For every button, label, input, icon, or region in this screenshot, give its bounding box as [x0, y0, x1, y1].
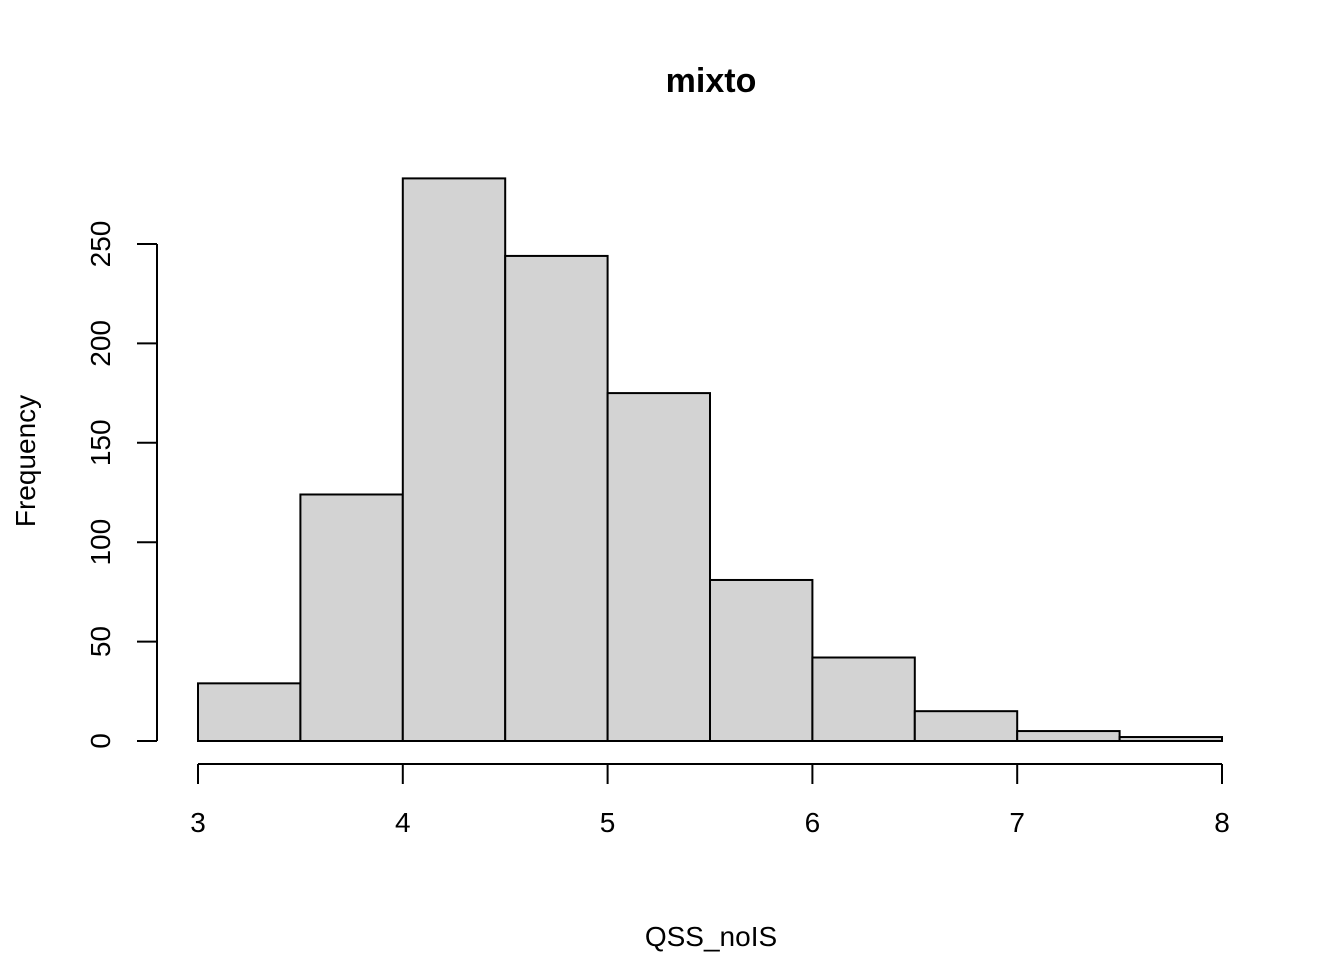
histogram-bar-3: [401, 177, 507, 742]
y-axis-label: Frequency: [10, 395, 41, 527]
x-tick-label: 4: [395, 807, 411, 838]
histogram-bar-10: [1118, 736, 1223, 742]
histogram-bar-2: [299, 493, 404, 742]
bars-group: [197, 177, 1223, 743]
y-tick-label: 100: [85, 519, 116, 566]
x-tick-label: 3: [190, 807, 206, 838]
y-tick-label: 50: [85, 626, 116, 657]
histogram-bar-7: [811, 656, 916, 743]
x-axis-label: QSS_noIS: [645, 921, 777, 952]
histogram-bar-4: [504, 254, 609, 742]
x-tick-label: 5: [600, 807, 616, 838]
chart-title: mixto: [666, 62, 757, 100]
histogram-bar-1: [197, 682, 302, 743]
x-tick-label: 7: [1009, 807, 1025, 838]
y-tick-label: 0: [85, 733, 116, 749]
y-tick-label: 150: [85, 419, 116, 466]
histogram-bar-5: [606, 392, 711, 742]
histogram-bar-8: [913, 710, 1019, 742]
x-tick-label: 6: [805, 807, 821, 838]
x-axis: 3 4 5 6 7 8: [190, 763, 1230, 838]
y-tick-label: 200: [85, 320, 116, 367]
histogram-bar-6: [709, 578, 814, 742]
y-tick-label: 250: [85, 221, 116, 268]
histogram-bar-9: [1016, 730, 1121, 742]
y-axis: 0 50 100 150 200 250: [85, 221, 158, 749]
x-tick-label: 8: [1214, 807, 1230, 838]
